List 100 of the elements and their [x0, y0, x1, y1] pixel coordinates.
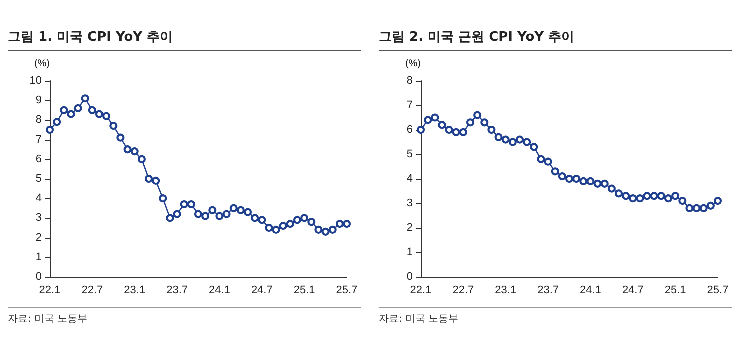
point — [572, 175, 581, 183]
y-tick-label: 4 — [36, 192, 42, 205]
x-tick-label: 24.7 — [251, 284, 273, 296]
point — [251, 214, 260, 222]
point — [166, 214, 174, 222]
point — [650, 192, 658, 200]
chart-title: 그림 2. 미국 근원 CPI YoY 추이 — [379, 28, 732, 51]
x-tick-label: 22.1 — [410, 284, 432, 296]
point — [424, 116, 432, 124]
point — [466, 118, 474, 127]
x-tick-label: 25.7 — [336, 284, 358, 296]
point — [180, 200, 188, 208]
y-tick-label: 7 — [406, 100, 413, 112]
point — [706, 202, 715, 210]
point — [629, 194, 638, 203]
point — [692, 204, 701, 212]
point — [322, 228, 330, 236]
x-tick-label: 24.7 — [622, 284, 644, 296]
point — [636, 194, 644, 203]
point — [516, 136, 524, 144]
point — [502, 136, 510, 144]
point — [300, 214, 309, 222]
point — [664, 194, 672, 203]
x-tick-label: 25.1 — [294, 284, 316, 296]
point — [138, 155, 146, 164]
point — [417, 126, 425, 134]
y-tick-label: 7 — [36, 134, 42, 146]
point — [230, 204, 238, 212]
point — [96, 110, 104, 118]
point — [110, 122, 118, 130]
point — [286, 220, 294, 228]
point — [81, 94, 90, 103]
y-tick-label: 0 — [36, 271, 42, 283]
y-tick-label: 6 — [36, 153, 42, 166]
x-tick-label: 22.1 — [39, 284, 61, 296]
point — [523, 138, 532, 146]
point — [308, 218, 316, 226]
point — [67, 110, 76, 118]
x-tick-label: 22.7 — [452, 284, 474, 296]
text: 자료: 미국 노동부 — [379, 307, 732, 326]
point — [202, 212, 210, 220]
x-tick-label: 24.1 — [209, 284, 230, 296]
point — [102, 112, 111, 120]
point — [173, 210, 182, 218]
x-tick-label: 25.1 — [664, 284, 686, 296]
point — [494, 133, 503, 142]
point — [279, 222, 288, 230]
point — [508, 138, 517, 146]
y-tick-label: 10 — [30, 75, 42, 87]
point — [686, 204, 694, 212]
point — [600, 180, 609, 188]
point — [643, 192, 652, 200]
point — [159, 194, 168, 203]
x-tick-label: 23.7 — [538, 284, 559, 296]
point — [438, 121, 446, 130]
y-axis-title: (%) — [34, 58, 50, 70]
y-tick-label: 6 — [406, 124, 413, 136]
point — [544, 158, 552, 166]
point — [480, 118, 489, 127]
point — [566, 175, 574, 183]
point — [672, 192, 680, 200]
x-tick-label: 25.7 — [707, 284, 729, 296]
point — [124, 146, 132, 154]
point — [431, 114, 440, 122]
y-axis-title: (%) — [405, 58, 421, 70]
x-tick-label: 23.1 — [495, 284, 517, 296]
chart-title: 그림 1. 미국 CPI YoY 추이 — [8, 28, 361, 51]
point — [60, 106, 68, 114]
x-tick-label: 24.1 — [580, 284, 602, 296]
point — [608, 184, 616, 193]
y-tick-label: 9 — [36, 94, 42, 107]
point — [580, 177, 588, 186]
point — [88, 106, 96, 114]
x-tick-label: 23.7 — [166, 284, 188, 296]
point — [474, 111, 482, 120]
y-tick-label: 8 — [406, 75, 413, 87]
point — [594, 180, 602, 188]
x-tick-label: 23.1 — [124, 284, 146, 296]
y-tick-label: 1 — [406, 246, 413, 258]
point — [187, 200, 196, 208]
y-tick-label: 3 — [36, 212, 42, 224]
point — [459, 128, 468, 136]
point — [445, 126, 454, 134]
point — [222, 210, 231, 218]
point — [145, 175, 153, 183]
point — [130, 148, 139, 156]
point — [551, 168, 560, 176]
point — [678, 197, 687, 206]
point — [244, 208, 252, 216]
point — [343, 220, 351, 228]
y-tick-label: 5 — [36, 173, 42, 185]
point — [657, 192, 666, 200]
point — [488, 126, 496, 134]
point — [558, 172, 566, 181]
point — [116, 134, 125, 142]
point — [208, 206, 217, 214]
point — [714, 197, 722, 206]
y-tick-label: 2 — [36, 232, 42, 244]
point — [294, 216, 302, 224]
point — [622, 192, 630, 200]
